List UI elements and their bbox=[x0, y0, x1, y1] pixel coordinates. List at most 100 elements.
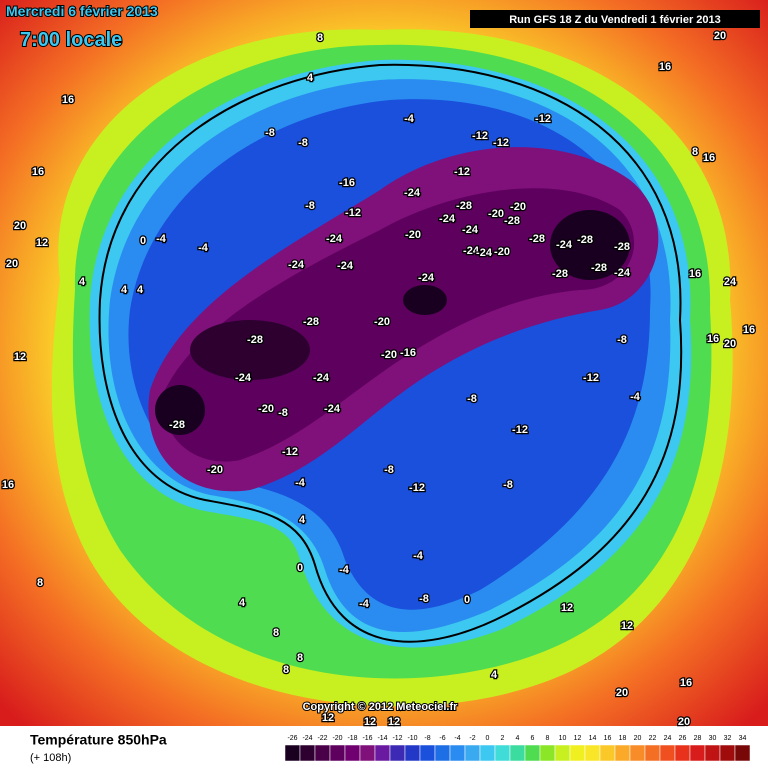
contour-label: -20 bbox=[258, 403, 274, 415]
contour-label: -4 bbox=[404, 113, 415, 125]
contour-label: -4 bbox=[156, 233, 167, 245]
colorbar-swatch bbox=[314, 744, 331, 762]
contour-label: -12 bbox=[583, 372, 599, 384]
contour-label: 16 bbox=[32, 166, 44, 178]
run-info: Run GFS 18 Z du Vendredi 1 février 2013 bbox=[509, 14, 721, 26]
contour-label: 8 bbox=[297, 652, 303, 664]
contour-label: 0 bbox=[297, 562, 303, 574]
contour-label: 4 bbox=[307, 72, 314, 84]
contour-label: 12 bbox=[388, 716, 400, 728]
contour-label: 20 bbox=[714, 30, 726, 42]
colorbar-label: -8 bbox=[424, 735, 430, 742]
contour-label: -20 bbox=[494, 246, 510, 258]
copyright: Copyright © 2012 Meteociel.fr bbox=[303, 701, 459, 713]
contour-label: -8 bbox=[384, 464, 394, 476]
contour-label: -12 bbox=[409, 482, 425, 494]
contour-label: 12 bbox=[14, 351, 26, 363]
colorbar-swatch bbox=[494, 744, 511, 762]
contour-label: 8 bbox=[37, 577, 43, 589]
colorbar-swatch bbox=[719, 744, 736, 762]
contour-label: -12 bbox=[345, 207, 361, 219]
contour-label: -20 bbox=[510, 201, 526, 213]
contour-label: 0 bbox=[464, 594, 470, 606]
contour-label: -20 bbox=[488, 208, 504, 220]
contour-label: -24 bbox=[313, 372, 330, 384]
colorbar-swatch bbox=[434, 744, 451, 762]
contour-label: 16 bbox=[703, 152, 715, 164]
contour-label: -8 bbox=[298, 137, 308, 149]
forecast-hour: (+ 108h) bbox=[30, 752, 71, 764]
colorbar-label: 2 bbox=[501, 735, 505, 742]
contour-label: -8 bbox=[265, 127, 275, 139]
contour-label: -24 bbox=[404, 187, 421, 199]
contour-label: -4 bbox=[413, 550, 424, 562]
colorbar-label: 10 bbox=[559, 735, 567, 742]
contour-label: 4 bbox=[239, 597, 246, 609]
contour-label: -12 bbox=[454, 166, 470, 178]
contour-label: -24 bbox=[463, 245, 480, 257]
colorbar-swatch bbox=[629, 744, 646, 762]
map-date: Mercredi 6 février 2013 bbox=[6, 3, 158, 19]
contour-label: 20 bbox=[6, 258, 18, 270]
contour-label: -8 bbox=[419, 593, 429, 605]
contour-label: 24 bbox=[724, 276, 737, 288]
contour-label: 8 bbox=[317, 32, 323, 44]
colorbar-swatch bbox=[614, 744, 631, 762]
contour-label: -8 bbox=[278, 407, 288, 419]
contour-label: 20 bbox=[14, 220, 26, 232]
contour-label: -28 bbox=[456, 200, 472, 212]
colorbar-label: 26 bbox=[679, 735, 687, 742]
colorbar-label: 30 bbox=[709, 735, 717, 742]
contour-label: 0 bbox=[140, 235, 146, 247]
contour-label: -4 bbox=[198, 242, 209, 254]
colorbar-swatch bbox=[659, 744, 676, 762]
contour-label: -28 bbox=[303, 316, 319, 328]
colorbar-swatch bbox=[674, 744, 691, 762]
contour-label: -24 bbox=[235, 372, 252, 384]
contour-label: -28 bbox=[169, 419, 185, 431]
colorbar-label: -12 bbox=[392, 735, 402, 742]
contour-label: -28 bbox=[529, 233, 545, 245]
colorbar-swatch bbox=[704, 744, 721, 762]
contour-label: -24 bbox=[288, 259, 305, 271]
contour-label: -20 bbox=[374, 316, 390, 328]
colorbar-swatch bbox=[644, 744, 661, 762]
contour-label: -24 bbox=[326, 233, 343, 245]
colorbar-label: 28 bbox=[694, 735, 702, 742]
colorbar-label: 16 bbox=[604, 735, 612, 742]
contour-label: 16 bbox=[659, 61, 671, 73]
contour-label: 4 bbox=[491, 669, 498, 681]
contour-label: -28 bbox=[577, 234, 593, 246]
contour-label: 8 bbox=[283, 664, 289, 676]
colorbar-swatch bbox=[404, 744, 421, 762]
contour-label: 12 bbox=[36, 237, 48, 249]
run-box bbox=[470, 10, 760, 28]
contour-label: 20 bbox=[724, 338, 736, 350]
contour-label: 16 bbox=[680, 677, 692, 689]
contour-label: -24 bbox=[462, 224, 479, 236]
zone-minus28 bbox=[190, 320, 310, 380]
contour-label: -12 bbox=[512, 424, 528, 436]
colorbar-label: -22 bbox=[317, 735, 327, 742]
colorbar-label: 6 bbox=[531, 735, 535, 742]
contour-label: -16 bbox=[339, 177, 355, 189]
contour-label: 12 bbox=[561, 602, 573, 614]
contour-label: 4 bbox=[137, 284, 144, 296]
contour-label: -24 bbox=[418, 272, 435, 284]
contour-label: -24 bbox=[476, 247, 493, 259]
zone-minus20 bbox=[163, 188, 635, 462]
contour-label: -28 bbox=[247, 334, 263, 346]
zone-minus28 bbox=[403, 285, 447, 315]
colorbar-swatch bbox=[299, 744, 316, 762]
colorbar-label: -4 bbox=[454, 735, 460, 742]
contour-label: -8 bbox=[467, 393, 477, 405]
colorbar-label: 0 bbox=[486, 735, 490, 742]
contour-label: 16 bbox=[743, 324, 755, 336]
contour-label: -12 bbox=[472, 130, 488, 142]
colorbar-swatch bbox=[479, 744, 496, 762]
colorbar-label: 24 bbox=[664, 735, 672, 742]
contour-label: 12 bbox=[621, 620, 633, 632]
contour-label: -28 bbox=[552, 268, 568, 280]
colorbar-label: -2 bbox=[469, 735, 475, 742]
